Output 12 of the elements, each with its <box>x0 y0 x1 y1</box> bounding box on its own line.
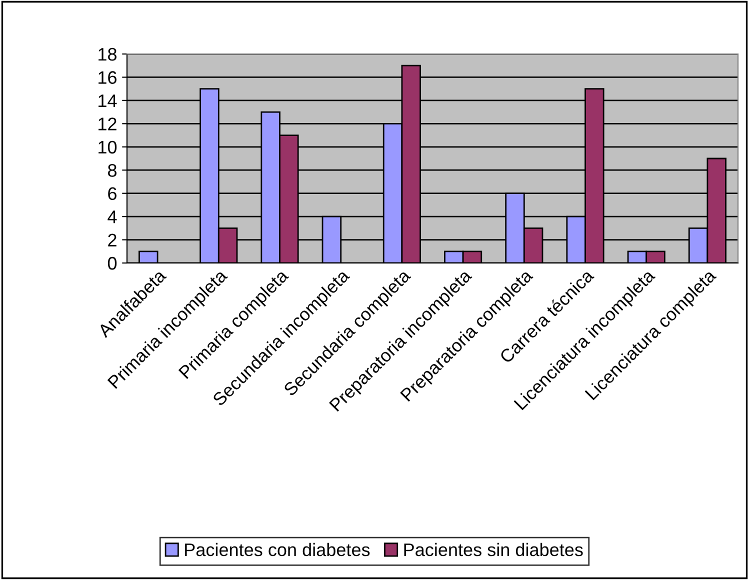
legend-label: Pacientes sin diabetes <box>404 542 583 556</box>
legend-label: Pacientes con diabetes <box>185 542 370 556</box>
y-tick-label: 0 <box>108 256 117 270</box>
y-tick-label: 4 <box>108 210 117 224</box>
y-tick-label: 14 <box>98 94 117 107</box>
y-tick-label: 12 <box>98 118 116 130</box>
y-tick-label: 8 <box>108 164 116 177</box>
y-tick-label: 6 <box>108 187 116 200</box>
y-tick-label: 18 <box>98 48 116 61</box>
y-tick-label: 2 <box>108 234 116 246</box>
y-tick-label: 10 <box>98 140 117 154</box>
y-tick-label: 16 <box>98 71 116 84</box>
